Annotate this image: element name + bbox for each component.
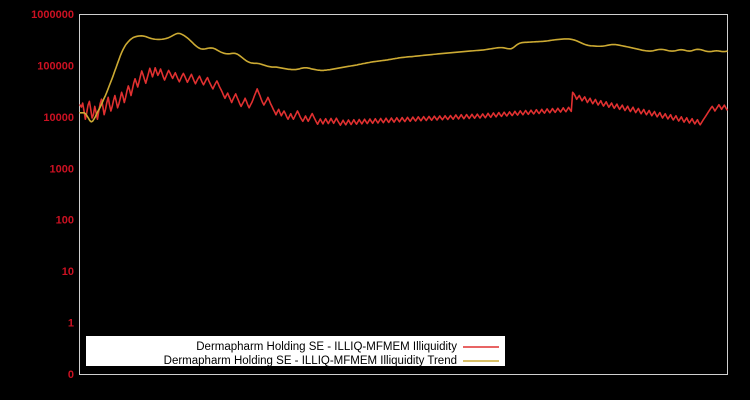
series-line-illiquidity-trend <box>79 32 728 123</box>
y-axis-tick-label: 1 <box>68 318 74 330</box>
y-axis-tick-label: 0 <box>68 369 74 381</box>
y-axis-tick-label: 1000 <box>50 163 74 175</box>
legend-label: Dermapharm Holding SE - ILLIQ-MFMEM Illi… <box>164 355 457 367</box>
plot-area-frame <box>79 14 728 375</box>
y-axis-tick-label: 10 <box>62 266 74 278</box>
chart-legend: Dermapharm Holding SE - ILLIQ-MFMEM Illi… <box>86 336 505 367</box>
legend-background <box>86 336 505 366</box>
data-series-group <box>79 32 728 126</box>
y-axis-tick-label: 1000000 <box>31 9 74 21</box>
legend-label: Dermapharm Holding SE - ILLIQ-MFMEM Illi… <box>196 341 457 353</box>
y-axis-tick-label: 10000 <box>43 112 74 124</box>
y-axis-tick-label: 100000 <box>37 60 74 72</box>
series-line-illiquidity <box>79 66 728 126</box>
y-axis-tick-label: 100 <box>56 215 74 227</box>
